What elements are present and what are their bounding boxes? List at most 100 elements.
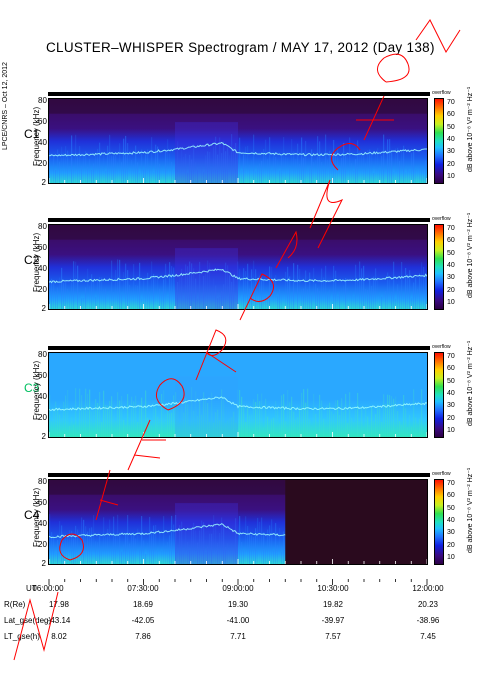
spectral-streak	[249, 534, 251, 564]
spectral-streak	[211, 392, 213, 437]
spectral-streak	[135, 538, 137, 564]
spectral-streak	[217, 542, 219, 564]
spectral-streak	[255, 269, 257, 309]
colorbar-overflow-label: overflow	[432, 344, 451, 350]
spectral-streak	[151, 261, 153, 309]
spectral-streak	[213, 146, 215, 183]
colorbar	[434, 352, 444, 438]
spectral-streak	[73, 168, 75, 183]
spectral-streak	[373, 172, 375, 183]
spectral-streak	[239, 268, 241, 309]
spectral-streak	[323, 167, 325, 183]
plasma-line-trace	[49, 396, 427, 412]
spectral-streak	[65, 146, 67, 183]
spectral-streak	[407, 274, 409, 309]
spectral-streak	[201, 520, 203, 564]
spectral-streak	[77, 425, 79, 437]
spectral-streak	[81, 166, 83, 183]
spectral-streak	[125, 532, 127, 564]
spectral-streak	[179, 166, 181, 183]
spectral-streak	[375, 268, 377, 309]
spectral-streak	[313, 393, 315, 437]
spectral-streak	[301, 392, 303, 437]
spectral-streak	[207, 151, 209, 183]
spectral-streak	[263, 426, 265, 437]
spectral-streak	[275, 275, 277, 309]
spectral-streak	[329, 402, 331, 437]
spectral-streak	[115, 269, 117, 309]
spectral-streak	[249, 164, 251, 183]
spectral-streak	[279, 170, 281, 183]
spectral-streak	[219, 533, 221, 564]
spectral-streak	[363, 153, 365, 183]
spectral-streak	[263, 280, 265, 309]
spectral-streak	[89, 158, 91, 183]
spectral-streak	[237, 389, 239, 437]
spectral-streak	[249, 415, 251, 437]
spectral-streak	[339, 169, 341, 183]
y-tick-label: 2	[41, 178, 46, 187]
spectral-streak	[279, 527, 281, 564]
spectral-streak	[187, 404, 189, 437]
spectral-streak	[99, 142, 101, 183]
spectral-streak	[327, 293, 329, 309]
spectral-streak	[217, 298, 219, 309]
spectral-streak	[231, 134, 233, 183]
spectral-streak	[315, 283, 317, 309]
spectral-streak	[315, 413, 317, 437]
disturbance-region	[175, 248, 238, 309]
panel-status-bar	[48, 473, 430, 477]
spectral-streak	[277, 545, 279, 564]
footer-value: -38.96	[416, 616, 440, 625]
spectral-streak	[347, 155, 349, 183]
spectral-streak	[327, 404, 329, 437]
spectral-streak	[217, 409, 219, 437]
spectral-streak	[137, 285, 139, 309]
spectral-streak	[419, 273, 421, 309]
colorbar-tick-label: 50	[447, 504, 455, 512]
spectral-streak	[257, 393, 259, 437]
spectral-streak	[133, 164, 135, 183]
spectral-streak	[97, 279, 99, 309]
footer-value: 7.45	[420, 632, 436, 641]
upper-band	[49, 225, 427, 240]
spectral-streak	[267, 298, 269, 309]
spectral-streak	[127, 270, 129, 309]
spectral-streak	[235, 422, 237, 437]
spectral-streak	[117, 162, 119, 183]
spectral-streak	[139, 262, 141, 309]
spectral-streak	[71, 135, 73, 183]
spectral-streak	[175, 289, 177, 309]
spectral-streak	[251, 534, 253, 564]
spectral-streak	[95, 541, 97, 564]
spectral-streak	[369, 149, 371, 183]
spectral-streak	[353, 296, 355, 309]
spectral-streak	[363, 265, 365, 309]
spectral-streak	[313, 267, 315, 309]
spectral-streak	[73, 538, 75, 564]
spectral-streak	[291, 396, 293, 437]
spectral-streak	[421, 389, 423, 437]
colorbar-tick-label: 40	[447, 136, 455, 143]
spectral-streak	[153, 525, 155, 564]
spectral-streak	[161, 294, 163, 309]
spectral-streak	[295, 159, 297, 183]
spectral-streak	[423, 424, 425, 437]
spectral-streak	[109, 290, 111, 309]
spectral-streak	[87, 393, 89, 437]
spectral-streak	[369, 424, 371, 437]
spectral-streak	[215, 523, 217, 564]
spectral-streak	[223, 395, 225, 437]
colorbar-tick-label: 30	[447, 148, 455, 156]
spectral-streak	[49, 394, 51, 437]
spectral-streak	[175, 163, 177, 183]
spectral-streak	[161, 166, 163, 183]
spectral-streak	[89, 286, 91, 309]
spectral-streak	[303, 288, 305, 309]
spectral-streak	[191, 263, 193, 309]
spectral-streak	[145, 154, 147, 183]
spectral-streak	[223, 141, 225, 183]
spectral-streak	[241, 298, 243, 309]
spectral-streak	[211, 168, 213, 183]
colorbar-tick-label: 10	[447, 426, 455, 434]
